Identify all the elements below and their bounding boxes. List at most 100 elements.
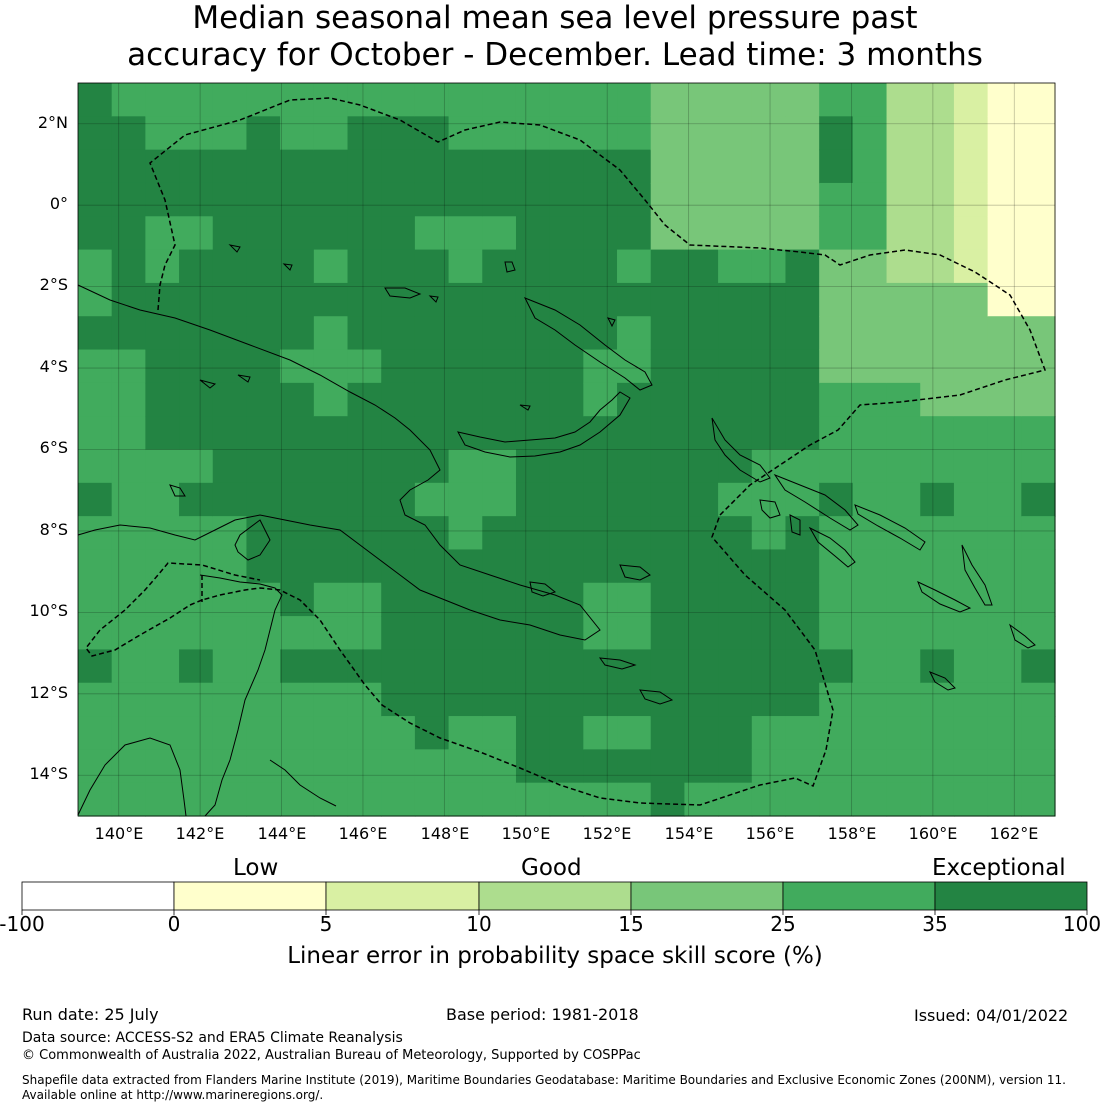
skill-cell	[280, 382, 315, 417]
lat-label: 2°N	[37, 113, 68, 132]
skill-cell	[448, 649, 483, 684]
skill-cell	[785, 316, 820, 351]
skill-cell	[987, 549, 1022, 584]
skill-cell	[920, 516, 955, 551]
skill-cell	[179, 216, 214, 251]
skill-cell	[145, 349, 180, 384]
skill-cell	[819, 249, 854, 284]
skill-cell	[953, 782, 989, 817]
skill-cell	[179, 716, 214, 750]
skill-cell	[718, 316, 753, 351]
skill-cell	[381, 649, 416, 684]
skill-cell	[179, 83, 214, 117]
skill-cell	[785, 382, 820, 417]
skill-cell	[718, 249, 753, 284]
skill-cell	[381, 216, 416, 251]
skill-cell	[414, 382, 450, 417]
skill-cell	[78, 782, 113, 817]
skill-cell	[280, 749, 315, 784]
skill-cell	[179, 349, 214, 384]
skill-cell	[482, 182, 517, 217]
skill-cell	[1021, 716, 1056, 750]
skill-cell	[953, 749, 989, 784]
skill-cell	[313, 416, 349, 451]
skill-cell	[684, 549, 719, 584]
skill-cell	[313, 316, 349, 351]
skill-cell	[953, 516, 989, 551]
skill-cell	[886, 316, 921, 351]
lon-label: 158°E	[827, 824, 877, 843]
skill-cell	[650, 216, 686, 251]
skill-cell	[953, 649, 989, 684]
skill-cell	[212, 249, 248, 284]
skill-cell	[718, 216, 753, 251]
lat-label: 12°S	[29, 683, 68, 702]
skill-cell	[583, 616, 618, 651]
skill-cell	[111, 316, 146, 351]
skill-cell	[987, 149, 1022, 184]
skill-cell	[650, 282, 686, 317]
skill-cell	[448, 782, 483, 817]
skill-cell	[111, 782, 146, 817]
skill-cell	[886, 249, 921, 284]
skill-cell	[347, 616, 382, 651]
skill-cell	[212, 682, 248, 717]
skill-cell	[549, 416, 584, 451]
skill-cell	[1021, 482, 1056, 517]
skill-cell	[617, 83, 652, 117]
skill-cell	[179, 549, 214, 584]
skill-cell	[718, 582, 753, 617]
skill-cell	[111, 616, 146, 651]
skill-cell	[381, 249, 416, 284]
skill-cell	[650, 649, 686, 684]
skill-cell	[78, 149, 113, 184]
skill-cell	[381, 282, 416, 317]
skill-cell	[145, 782, 180, 817]
skill-cell	[987, 316, 1022, 351]
skill-cell	[617, 349, 652, 384]
skill-cell	[718, 83, 753, 117]
skill-cell	[617, 649, 652, 684]
skill-cell	[718, 382, 753, 417]
skill-cell	[381, 149, 416, 184]
skill-cell	[549, 149, 584, 184]
skill-cell	[179, 282, 214, 317]
skill-cell	[718, 682, 753, 717]
coastline	[384, 287, 422, 299]
skill-cell	[583, 516, 618, 551]
colorbar-tick-label: 0	[167, 912, 181, 936]
skill-cell	[852, 782, 888, 817]
skill-cell	[1021, 382, 1056, 417]
skill-cell	[549, 282, 584, 317]
skill-cell	[785, 549, 820, 584]
skill-cell	[684, 716, 719, 750]
skill-cell	[280, 249, 315, 284]
skill-cell	[852, 649, 888, 684]
skill-cell	[280, 149, 315, 184]
skill-cell	[246, 149, 281, 184]
skill-cell	[111, 349, 146, 384]
skill-cell	[617, 216, 652, 251]
skill-cell	[414, 282, 450, 317]
lat-label: 8°S	[39, 520, 68, 539]
skill-cell	[920, 83, 955, 117]
skill-cell	[617, 582, 652, 617]
skill-cell	[482, 582, 517, 617]
skill-cell	[212, 349, 248, 384]
skill-cell	[549, 549, 584, 584]
skill-cell	[515, 782, 551, 817]
skill-cell	[313, 182, 349, 217]
skill-cell	[785, 116, 820, 151]
skill-cell	[111, 83, 146, 117]
skill-cell	[179, 416, 214, 451]
skill-cell	[179, 749, 214, 784]
skill-cell	[482, 716, 517, 750]
skill-cell	[246, 83, 281, 117]
skill-cell	[886, 116, 921, 151]
skill-cell	[145, 249, 180, 284]
lat-label: 2°S	[39, 275, 68, 294]
skill-cell	[617, 449, 652, 484]
skill-cell	[650, 516, 686, 551]
skill-cell	[920, 582, 955, 617]
skill-cell	[852, 616, 888, 651]
